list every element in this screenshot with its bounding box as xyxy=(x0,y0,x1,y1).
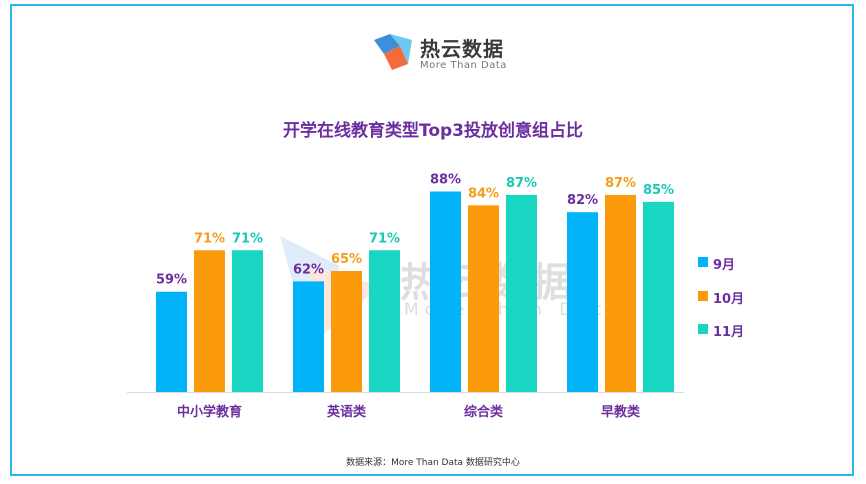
logo-tagline: More Than Data xyxy=(420,60,507,71)
legend-swatch-oct xyxy=(698,291,708,301)
logo-name: 热云数据 xyxy=(420,37,504,61)
legend-swatch-sep xyxy=(698,257,708,267)
bar-2-0 xyxy=(430,191,461,392)
data-label-2-0: 88% xyxy=(430,172,461,187)
legend-label-oct: 10月 xyxy=(713,292,745,307)
data-label-3-2: 85% xyxy=(643,183,674,198)
bar-0-1 xyxy=(194,250,225,392)
logo-icon xyxy=(374,34,412,70)
legend-label-sep: 9月 xyxy=(713,258,736,273)
bar-2-1 xyxy=(468,205,499,392)
bar-0-2 xyxy=(232,250,263,392)
category-label-0: 中小学教育 xyxy=(177,404,242,420)
legend-label-nov: 11月 xyxy=(713,325,745,340)
bar-1-1 xyxy=(331,271,362,392)
data-label-1-2: 71% xyxy=(369,231,400,246)
data-label-3-0: 82% xyxy=(567,193,598,208)
bar-3-0 xyxy=(567,212,598,392)
bar-1-0 xyxy=(293,281,324,392)
bar-3-1 xyxy=(605,194,636,392)
legend-swatch-nov xyxy=(698,324,708,334)
category-label-3: 早教类 xyxy=(601,404,641,420)
data-label-0-1: 71% xyxy=(194,231,225,246)
bar-2-2 xyxy=(506,194,537,392)
bar-0-0 xyxy=(156,291,187,392)
data-label-0-2: 71% xyxy=(232,231,263,246)
bar-1-2 xyxy=(369,250,400,392)
data-label-3-1: 87% xyxy=(605,176,636,191)
source-note: 数据来源：More Than Data 数据研究中心 xyxy=(346,458,520,468)
category-label-2: 综合类 xyxy=(464,404,504,420)
data-label-1-1: 65% xyxy=(331,252,362,267)
bar-3-2 xyxy=(643,201,674,392)
data-label-2-2: 87% xyxy=(506,176,537,191)
chart-title: 开学在线教育类型Top3投放创意组占比 xyxy=(282,121,583,141)
data-label-0-0: 59% xyxy=(156,273,187,288)
data-label-2-1: 84% xyxy=(468,186,499,201)
data-label-1-0: 62% xyxy=(293,262,324,277)
category-label-1: 英语类 xyxy=(326,404,367,420)
